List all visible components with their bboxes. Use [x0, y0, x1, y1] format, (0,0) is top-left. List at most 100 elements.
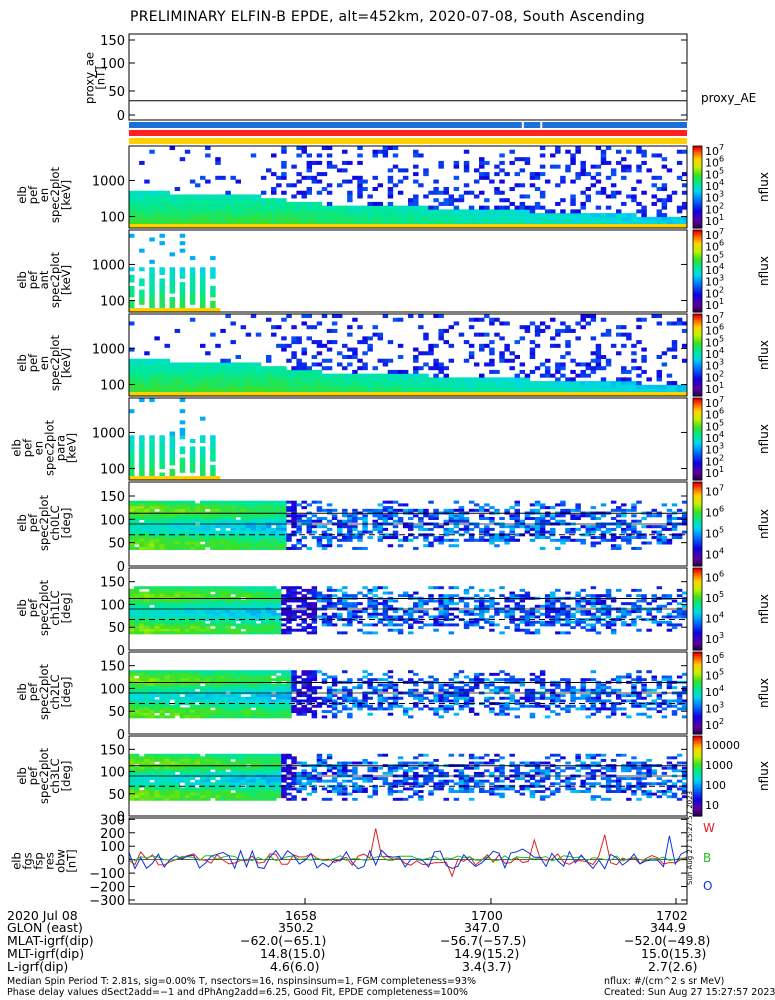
pa_ch0-cell: [468, 536, 475, 540]
pa_ch0-cell: [265, 519, 272, 523]
pa_ch0-cell: [534, 536, 541, 540]
pa_ch0-cell: [316, 519, 323, 523]
pa_ch0-cell: [560, 500, 566, 504]
pef_en2-cell: [367, 373, 373, 378]
pef_en-cell: [144, 201, 150, 206]
pef_en2-cell: [387, 358, 394, 363]
pef_en2-cell: [129, 347, 135, 352]
pa_ch1-cell: [271, 610, 277, 614]
pef_en-cell: [205, 209, 211, 214]
pef_en2-cell: [265, 366, 272, 371]
pef_en-cell: [555, 201, 561, 206]
pef_en2-cell: [585, 373, 592, 378]
pa_ch1-cell: [194, 594, 201, 598]
pa_ch0-cell: [453, 519, 460, 523]
pa_ch1-cell: [499, 594, 505, 598]
pa_ch1-cell: [215, 594, 221, 598]
pef_en-cell: [367, 220, 373, 225]
pa_ch0-cell: [134, 514, 140, 518]
pa_ch1-cell: [281, 610, 287, 614]
pa_ch0-cell: [479, 514, 485, 518]
pa_ch1-cell: [428, 586, 434, 590]
pef_en-cell: [205, 146, 211, 151]
pa_ch1-cell: [387, 615, 394, 619]
pa_ch1-cell: [463, 612, 470, 616]
pa_ch0-cell: [129, 517, 135, 521]
pef_en-cell: [610, 168, 617, 173]
pa_ch0-cell: [311, 525, 318, 529]
pef_en-cell: [438, 160, 444, 165]
pef_en2-cell: [164, 388, 170, 393]
pef_en2-cell: [149, 366, 155, 371]
pa_ch1-cell: [144, 620, 150, 624]
pef_en-cell: [656, 153, 663, 158]
pa_ch0-cell: [230, 538, 236, 542]
pef_en-cell: [235, 179, 241, 184]
pef_en2-cell: [504, 381, 510, 386]
pa_ch1-cell: [423, 612, 429, 616]
pef_en-cell: [205, 194, 211, 199]
pef_en-cell: [296, 179, 302, 184]
pef_en2-cell: [514, 384, 520, 389]
pef_en-cell: [656, 216, 663, 221]
pef_en2-cell: [468, 351, 475, 356]
pef_en2-cell: [362, 388, 368, 393]
pa_ch1-cell: [590, 586, 597, 590]
pa_ch0-cell: [255, 508, 262, 512]
pa_ch0-cell: [245, 536, 252, 540]
pa_ch0-cell: [210, 508, 216, 512]
pef_en-cell: [676, 175, 683, 180]
pef_para-cell: [149, 461, 155, 466]
pa_ch1-cell: [205, 612, 211, 616]
pa_ch0-cell: [281, 508, 287, 512]
pef_en2-cell: [509, 384, 515, 389]
pa_ch0-cell: [240, 541, 247, 545]
pa_ch0-cell: [570, 514, 576, 518]
pef_en-cell: [245, 213, 252, 218]
pef_en-cell: [296, 146, 302, 151]
pef_en-cell: [600, 216, 607, 221]
pef_ant-ylabel-line: elb: [15, 271, 29, 289]
pef_para-ylabel-line: spec2plot: [43, 419, 57, 476]
pa_ch0-cell: [250, 519, 257, 523]
pa_ch1-cell: [585, 610, 592, 614]
pa_ch0-cell: [615, 525, 622, 529]
pef_en2-cell: [205, 366, 211, 371]
pef_en-cell: [271, 153, 277, 158]
pef_en2-cell: [418, 325, 424, 330]
pa_ch0-cell: [661, 527, 668, 531]
pa_ch1-cell: [519, 615, 526, 619]
pa_ch1-cell: [139, 599, 145, 603]
pef_en-cell: [311, 160, 318, 165]
pef_en2-colorbar-cell: [693, 346, 702, 350]
pef_en2-cell: [428, 347, 434, 352]
pa_ch0-cell: [433, 508, 439, 512]
pa_ch1-cell: [529, 615, 536, 619]
pa_ch1-cell: [255, 604, 262, 608]
pef_en-cell: [215, 198, 221, 203]
pa_ch1-cell: [139, 623, 145, 627]
pef_en2-cell: [615, 351, 622, 356]
pa_ch0-cell: [306, 530, 313, 534]
pa_ch1-cell: [570, 615, 576, 619]
pef_en2-cell: [134, 366, 140, 371]
pef_en-cell: [255, 194, 262, 199]
pa_ch1-cell: [260, 610, 267, 614]
pef_en-cell: [372, 153, 378, 158]
pef_para-cell: [210, 435, 216, 440]
pa_ch1-cell: [134, 615, 140, 619]
pa_ch1-cell: [205, 602, 211, 606]
pef_en-cell: [590, 164, 597, 169]
pa_ch0-cell: [392, 533, 399, 537]
pa_ch0-cell: [621, 536, 627, 540]
pa_ch0-cell: [519, 519, 526, 523]
status-bar-yellow: [129, 138, 687, 144]
pa_ch1-cell: [205, 599, 211, 603]
pa_ch0-cell: [489, 517, 495, 521]
pa_ch0-cell: [453, 517, 460, 521]
pa_ch1-cell: [600, 599, 607, 603]
pa_ch0-cell: [453, 544, 460, 548]
pef_en2-cell: [656, 314, 663, 319]
pef_en-cell: [129, 194, 135, 199]
pa_ch1-cell: [271, 599, 277, 603]
